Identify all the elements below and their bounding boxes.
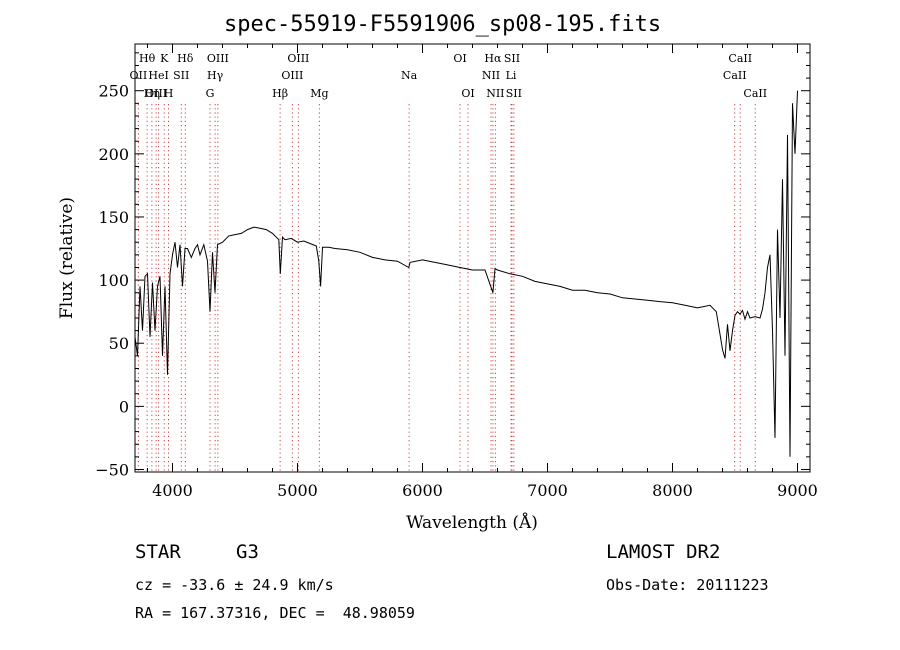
x-tick-label: 8000 (652, 481, 693, 500)
line-marker-label: OIII (145, 87, 167, 100)
object-class: STAR (135, 541, 181, 563)
line-marker-label: Hβ (272, 87, 288, 100)
obs-date: Obs-Date: 20111223 (606, 576, 769, 594)
x-tick-label: 7000 (527, 481, 568, 500)
y-tick-label: −50 (95, 460, 129, 479)
x-tick-label: 6000 (402, 481, 443, 500)
line-marker-label: Hθ (139, 52, 156, 65)
marker-labels: Hθ OII OIII K HeI Hη SII H Hδ OIII Hγ G Hβ OIII OIII Mg… (130, 52, 768, 100)
y-tick-label: 200 (98, 145, 129, 164)
x-axis-label: Wavelength (Å) (406, 512, 538, 533)
line-marker-label: SII (173, 69, 189, 82)
line-marker-label: Mg (310, 87, 328, 100)
y-tick-label: 100 (98, 271, 129, 290)
line-marker-label: OIII (281, 69, 303, 82)
line-marker-label: CaII (723, 69, 747, 82)
y-tick-label: 150 (98, 208, 129, 227)
spectrum-line (134, 90, 798, 457)
line-marker-label: SII (504, 52, 520, 65)
x-tick-label: 9000 (777, 481, 818, 500)
survey-name: LAMOST DR2 (606, 541, 721, 563)
x-tick-label: 4000 (152, 481, 193, 500)
line-markers (137, 104, 756, 472)
y-tick-label: 250 (98, 82, 129, 101)
line-marker-label: OIII (207, 52, 229, 65)
line-marker-label: Hδ (177, 52, 194, 65)
line-marker-label: H (164, 87, 174, 100)
line-marker-label: OI (453, 52, 466, 65)
axis-ticks: 4000 5000 6000 7000 8000 9000 −50 0 50 100 150 200 2… (95, 44, 818, 500)
line-marker-label: Na (401, 69, 418, 82)
line-marker-label: CaII (743, 87, 767, 100)
plot-frame (134, 43, 811, 473)
line-marker-label: NII (486, 87, 504, 100)
coordinates: RA = 167.37316, DEC = 48.98059 (135, 604, 415, 622)
line-marker-label: CaII (728, 52, 752, 65)
line-marker-label: OII (130, 69, 148, 82)
line-marker-label: K (160, 52, 169, 65)
object-subclass: G3 (236, 541, 259, 563)
line-marker-label: NII (482, 69, 500, 82)
x-tick-label: 5000 (277, 481, 318, 500)
line-marker-label: Hγ (207, 69, 224, 82)
line-marker-label: HeI (148, 69, 168, 82)
line-marker-label: OI (461, 87, 474, 100)
line-marker-label: Hη (144, 87, 160, 100)
line-marker-label: SII (506, 87, 522, 100)
line-marker-label: G (206, 87, 215, 100)
line-marker-label: OIII (287, 52, 309, 65)
line-marker-label: Li (506, 69, 517, 82)
line-marker-label: Hα (484, 52, 502, 65)
y-tick-label: 0 (119, 397, 129, 416)
velocity-readout: cz = -33.6 ± 24.9 km/s (135, 576, 334, 594)
y-tick-label: 50 (109, 334, 129, 353)
y-axis-label: Flux (relative) (57, 197, 77, 319)
chart-title: spec-55919-F5591906_sp08-195.fits (224, 12, 662, 37)
